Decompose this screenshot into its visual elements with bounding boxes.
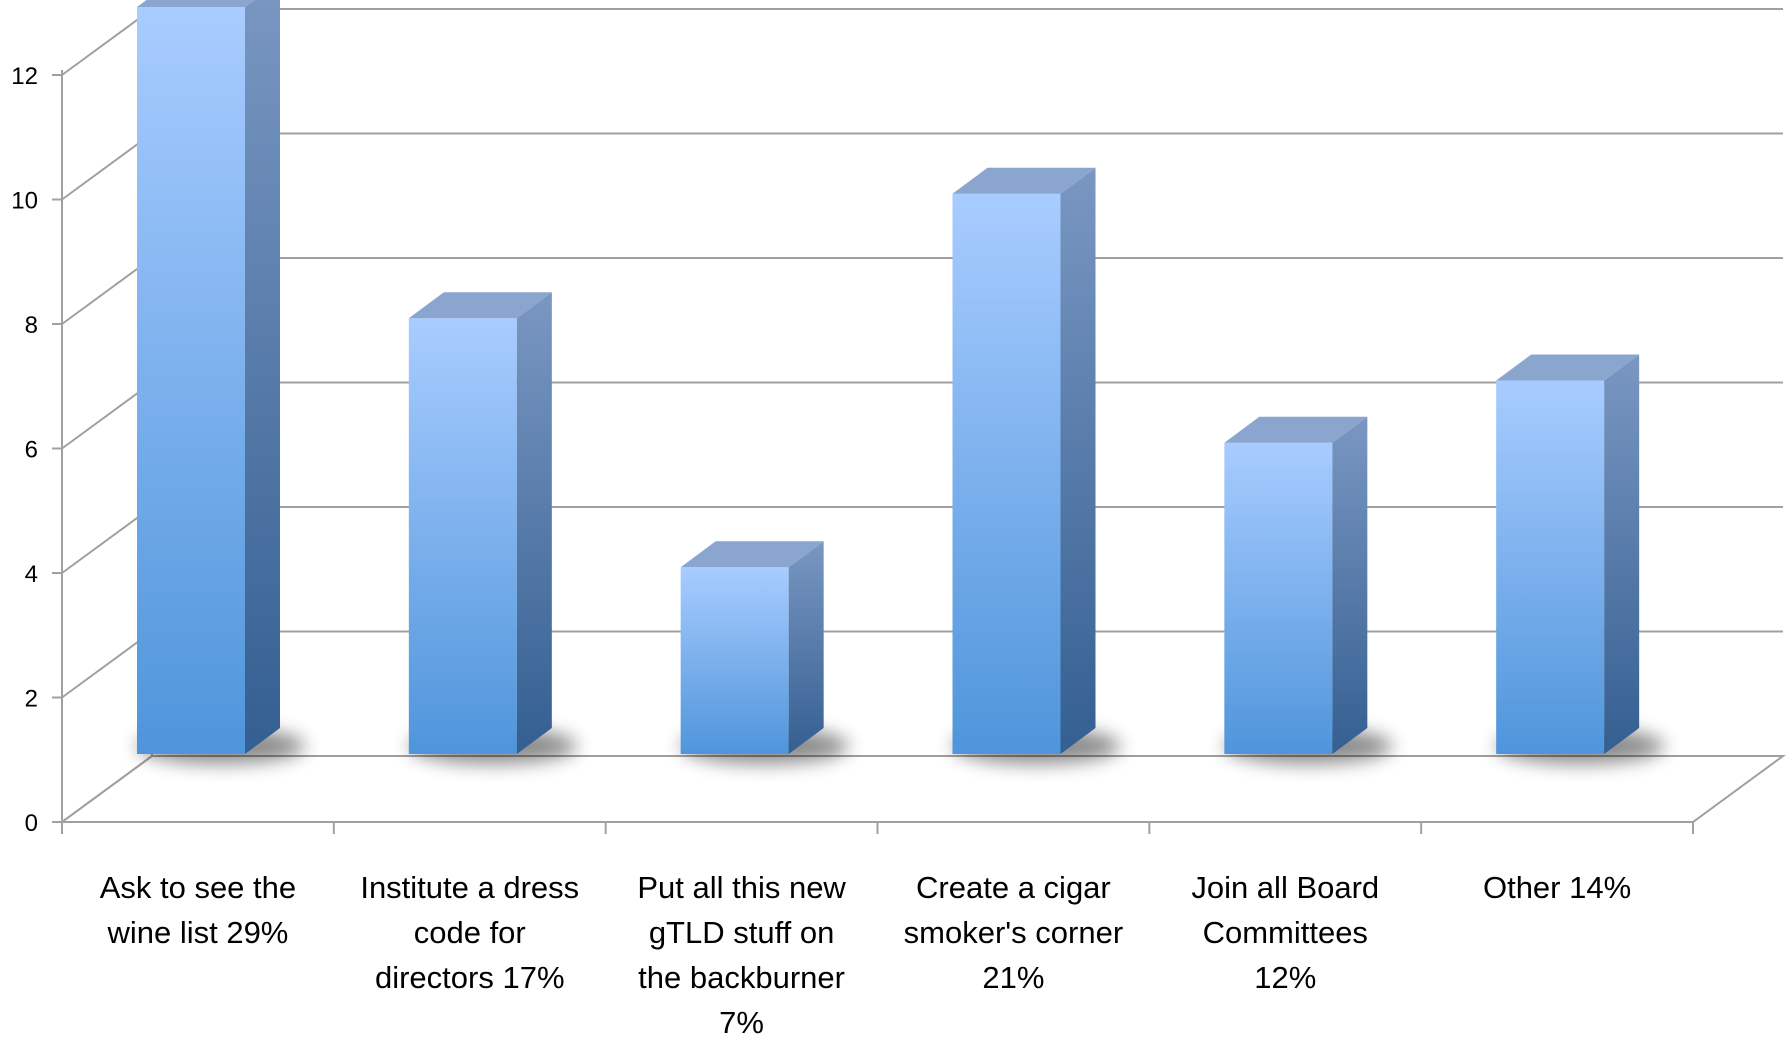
- y-tick-label: 8: [25, 312, 38, 339]
- bar-side-face: [788, 541, 824, 754]
- bar: [1224, 416, 1368, 754]
- bar-top-face: [408, 292, 552, 319]
- x-category-label-line: Create a cigar: [916, 870, 1111, 905]
- x-category-label-line: the backburner: [638, 960, 845, 995]
- x-category-label-line: wine list 29%: [106, 915, 288, 950]
- bars-layer: [137, 0, 1640, 754]
- bar-top-face: [1496, 354, 1640, 381]
- x-category-label-line: 12%: [1254, 960, 1316, 995]
- x-category-label: Institute a dress code for directors 17%: [360, 870, 579, 995]
- bar-front-face: [952, 193, 1061, 754]
- bar: [1496, 354, 1640, 754]
- x-category-label-line: gTLD stuff on: [649, 915, 835, 950]
- y-tick-label: 4: [25, 561, 38, 588]
- x-category-label-line: 7%: [719, 1005, 764, 1034]
- x-category-label-line: Other 14%: [1483, 870, 1631, 905]
- bar: [137, 0, 280, 754]
- labels-layer: Ask to see the wine list 29% Institute a d…: [100, 870, 1631, 1039]
- y-tick-label: 0: [25, 810, 38, 837]
- x-category-label-line: Institute a dress: [360, 870, 579, 905]
- x-category-label-line: 21%: [982, 960, 1044, 995]
- x-category-label: Create a cigar smoker's corner 21%: [904, 870, 1124, 995]
- bar-side-face: [1332, 416, 1368, 754]
- shadow-layer: [136, 728, 1665, 764]
- bar-top-face: [137, 0, 255, 7]
- x-category-label-line: directors 17%: [375, 960, 565, 995]
- x-category-label-line: Join all Board: [1191, 870, 1379, 905]
- bar-front-face: [1496, 380, 1605, 754]
- chart-floor: [58, 755, 1787, 823]
- x-category-label: Ask to see the wine list 29%: [100, 870, 296, 950]
- y-tick-label: 2: [25, 686, 38, 713]
- x-category-label: Put all this new gTLD stuff on the backbur…: [637, 870, 846, 1034]
- y-tick-label: 12: [11, 63, 38, 90]
- x-category-label: Join all Board Committees 12%: [1191, 870, 1379, 995]
- x-category-label-line: smoker's corner: [904, 915, 1124, 950]
- x-category-label-line: Ask to see the: [100, 870, 296, 905]
- x-category-label-line: Put all this new: [637, 870, 846, 905]
- y-tick-label: 6: [25, 437, 38, 464]
- y-tick-label: 10: [11, 188, 38, 215]
- bar-side-face: [1060, 167, 1096, 754]
- bar: [408, 292, 552, 754]
- bar-front-face: [1224, 442, 1333, 754]
- bar-side-face: [245, 0, 280, 754]
- x-category-label-line: code for: [414, 915, 526, 950]
- bar-top-face: [680, 541, 824, 568]
- bar-top-face: [952, 167, 1096, 194]
- bar-side-face: [1604, 354, 1640, 754]
- axis-layer: 0 2 4 6 8 10 12: [11, 63, 1694, 837]
- bar: [952, 167, 1096, 754]
- x-category-label-line: Committees: [1203, 915, 1368, 950]
- bar-front-face: [137, 7, 245, 754]
- bar-front-face: [680, 567, 789, 754]
- bar-front-face: [408, 318, 517, 754]
- bar-side-face: [516, 292, 552, 754]
- x-category-label: Other 14%: [1483, 870, 1631, 905]
- bar-top-face: [1224, 416, 1368, 443]
- bar: [680, 541, 824, 754]
